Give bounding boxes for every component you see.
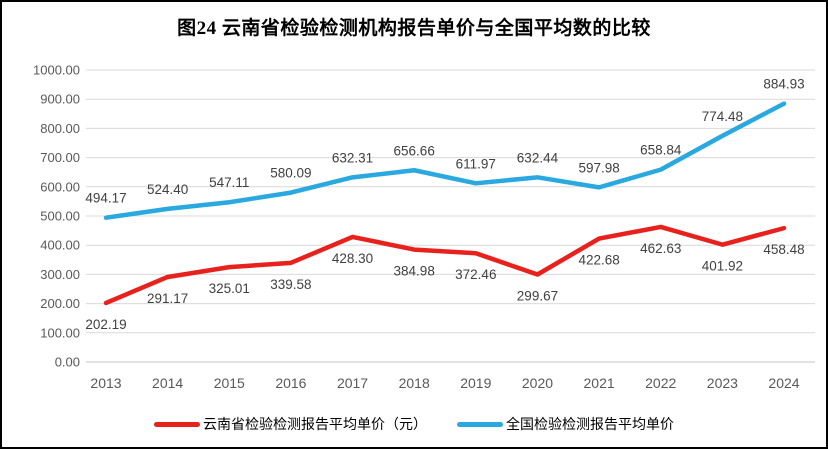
chart-title: 图24 云南省检验检测机构报告单价与全国平均数的比较 [177, 18, 651, 39]
data-label-national: 611.97 [456, 156, 496, 171]
data-label-national: 774.48 [702, 109, 743, 124]
data-label-national: 547.11 [209, 175, 249, 190]
data-label-national: 524.40 [147, 182, 188, 197]
data-label-yunnan: 422.68 [578, 253, 619, 268]
x-axis-tick-label: 2023 [707, 375, 738, 391]
y-axis-tick-label: 800.00 [40, 121, 80, 136]
data-label-yunnan: 384.98 [394, 264, 435, 279]
x-axis-tick-label: 2022 [645, 375, 676, 391]
data-label-national: 656.66 [394, 143, 435, 158]
data-label-yunnan: 291.17 [147, 291, 188, 306]
y-axis-tick-label: 200.00 [40, 296, 80, 311]
y-axis-tick-label: 700.00 [40, 150, 80, 165]
x-axis-tick-label: 2021 [584, 375, 615, 391]
x-axis-tick-label: 2017 [337, 375, 368, 391]
data-label-yunnan: 299.67 [517, 288, 558, 303]
y-axis-tick-label: 600.00 [40, 179, 80, 194]
data-label-national: 884.93 [763, 77, 804, 92]
data-label-yunnan: 458.48 [763, 242, 804, 257]
data-label-yunnan: 428.30 [332, 251, 373, 266]
data-label-yunnan: 462.63 [640, 241, 681, 256]
legend-line-swatch-blue [457, 421, 503, 427]
y-axis-tick-label: 1000.00 [33, 63, 80, 78]
data-label-yunnan: 202.19 [85, 317, 126, 332]
x-axis-tick-label: 2019 [460, 375, 491, 391]
y-axis-tick-label: 300.00 [40, 267, 80, 282]
data-label-national: 632.31 [332, 150, 373, 165]
x-axis-tick-label: 2015 [214, 375, 245, 391]
x-axis-tick-label: 2016 [275, 375, 306, 391]
x-axis-tick-label: 2018 [399, 375, 430, 391]
data-label-yunnan: 325.01 [209, 281, 250, 296]
y-axis-tick-label: 900.00 [40, 92, 80, 107]
data-label-national: 494.17 [85, 191, 126, 206]
legend-item-yunnan: 云南省检验检测报告平均单价（元） [154, 414, 427, 434]
series-line-national [103, 101, 787, 220]
data-label-national: 597.98 [578, 160, 619, 175]
x-axis-tick-label: 2014 [152, 375, 183, 391]
y-axis-tick-label: 100.00 [40, 325, 80, 340]
x-axis-tick-label: 2020 [522, 375, 553, 391]
legend-item-national: 全国检验检测报告平均单价 [457, 414, 674, 434]
x-axis-tick-label: 2024 [768, 375, 799, 391]
data-label-national: 580.09 [270, 166, 311, 181]
legend-line-swatch-red [154, 421, 200, 427]
data-label-national: 632.44 [517, 150, 559, 165]
legend-label-national: 全国检验检测报告平均单价 [506, 418, 674, 433]
y-axis-tick-label: 400.00 [40, 238, 80, 253]
data-label-yunnan: 372.46 [455, 267, 496, 282]
series-line-yunnan [103, 224, 787, 306]
x-axis-tick-label: 2013 [90, 375, 121, 391]
y-axis-tick-label: 0.00 [55, 355, 80, 370]
data-label-national: 658.84 [640, 143, 682, 158]
legend-label-yunnan: 云南省检验检测报告平均单价（元） [203, 418, 427, 433]
chart-legend: 云南省检验检测报告平均单价（元） 全国检验检测报告平均单价 [2, 414, 826, 434]
data-label-yunnan: 339.58 [270, 277, 311, 292]
y-axis-tick-label: 500.00 [40, 209, 80, 224]
data-label-yunnan: 401.92 [702, 259, 743, 274]
